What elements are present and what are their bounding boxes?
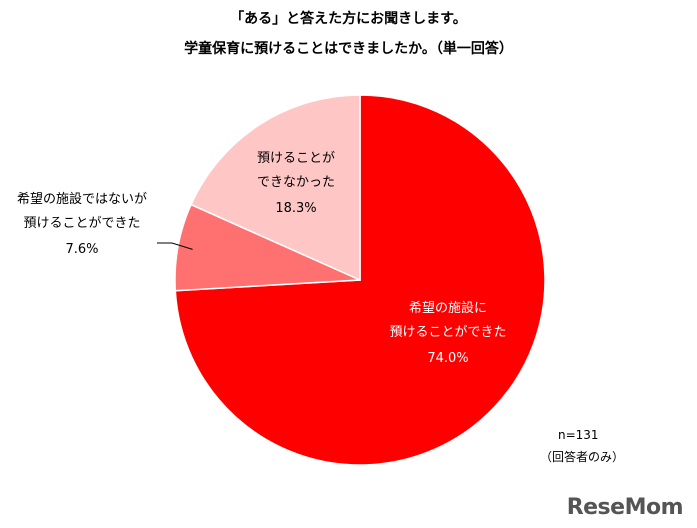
resemom-logo: ReseMom xyxy=(566,495,684,520)
slice-value-1: 74.0% xyxy=(427,351,468,366)
chart-title-line1: 「ある」と答えた方にお聞きします。 xyxy=(230,11,467,27)
leader-line xyxy=(157,242,193,250)
slice-label-2-line2: 預けることができた xyxy=(23,216,140,231)
pie-slice-3 xyxy=(190,94,361,282)
slice-label-2-line1: 希望の施設ではないが xyxy=(17,191,147,207)
slice-label-3-line1: 預けることが xyxy=(257,151,335,166)
slice-label-1-line1: 希望の施設に xyxy=(409,300,487,316)
respondents-note: （回答者のみ） xyxy=(540,450,625,464)
chart-title-line2: 学童保育に預けることはできましたか。（単一回答） xyxy=(184,41,513,57)
slice-value-2: 7.6% xyxy=(65,242,98,257)
sample-size-note: n=131 xyxy=(558,428,599,442)
slice-label-3-line2: できなかった xyxy=(257,175,335,190)
slice-value-3: 18.3% xyxy=(275,201,316,216)
slice-label-1-line2: 預けることができた xyxy=(389,325,506,340)
